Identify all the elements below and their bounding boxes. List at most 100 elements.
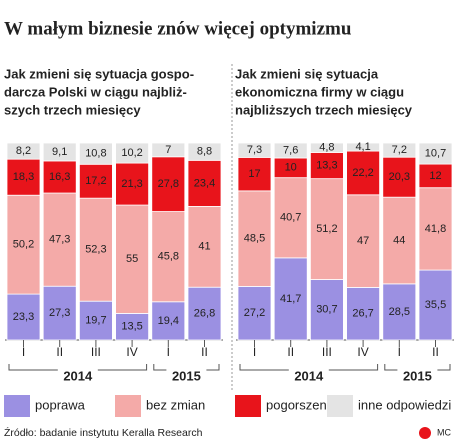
- bar-segment: [237, 286, 272, 341]
- value-label: 35,5: [425, 299, 446, 311]
- bar-segment: [273, 142, 308, 159]
- bar-segment: [187, 142, 222, 161]
- x-tick-label: II: [201, 345, 208, 359]
- value-label: 51,2: [316, 223, 337, 235]
- value-label: 44: [393, 234, 405, 246]
- value-label: 23,3: [13, 311, 34, 323]
- year-bg: [397, 365, 438, 377]
- value-label: 8,8: [197, 146, 212, 158]
- value-label: 8,2: [16, 145, 31, 157]
- value-label: 12: [429, 170, 441, 182]
- value-label: 26,7: [352, 308, 373, 320]
- bar-segment: [346, 142, 381, 152]
- value-label: 17,2: [85, 175, 106, 187]
- bar-segment: [151, 301, 186, 341]
- subtitle: Jak zmieni się sytuacja gospo-: [4, 66, 194, 81]
- value-label: 27,8: [158, 178, 179, 190]
- value-label: 41: [198, 241, 210, 253]
- bar-segment: [115, 162, 149, 206]
- x-tick-label: I: [167, 345, 170, 359]
- value-label: 13,5: [121, 321, 142, 333]
- bar-segment: [309, 142, 344, 153]
- value-label: 26,8: [194, 308, 215, 320]
- x-tick-label: III: [322, 345, 332, 359]
- value-label: 47: [357, 235, 369, 247]
- bar-segment: [115, 313, 149, 341]
- bar-segment: [115, 204, 149, 314]
- value-label: 17: [248, 168, 260, 180]
- bar-segment: [346, 287, 381, 341]
- year-label: 2015: [172, 368, 201, 383]
- bar-segment: [309, 178, 344, 280]
- year-label: 2014: [63, 368, 93, 383]
- value-label: 41,8: [425, 223, 446, 235]
- legend-swatch: [4, 395, 30, 417]
- legend-label: bez zmian: [146, 397, 205, 412]
- x-tick-label: I: [253, 345, 256, 359]
- subtitle: Jak zmieni się sytuacja: [235, 66, 379, 81]
- value-label: 55: [126, 253, 138, 265]
- value-label: 28,5: [389, 306, 410, 318]
- value-label: 13,3: [316, 159, 337, 171]
- logo-icon: [419, 427, 431, 439]
- legend-label: pogorszenie: [266, 397, 337, 412]
- source: Źródło: badanie instytutu Keralla Resear…: [4, 426, 203, 439]
- bar-segment: [309, 279, 344, 341]
- x-tick-label: II: [56, 345, 63, 359]
- bar-segment: [187, 286, 222, 341]
- subtitle: darcza Polski w ciągu najbliż-: [4, 84, 187, 99]
- value-label: 47,3: [49, 234, 70, 246]
- value-label: 7,2: [392, 144, 407, 156]
- x-tick-label: I: [22, 345, 25, 359]
- value-label: 16,3: [49, 171, 70, 183]
- bar-segment: [237, 142, 272, 158]
- value-label: 7,3: [247, 144, 262, 156]
- bar-segment: [79, 300, 113, 341]
- bar-segment: [42, 160, 77, 194]
- value-label: 52,3: [85, 244, 106, 256]
- bar-segment: [6, 142, 41, 160]
- value-label: 9,1: [52, 146, 67, 158]
- bar-segment: [6, 293, 41, 341]
- x-tick-label: IV: [357, 345, 368, 359]
- bar-segment: [6, 158, 41, 196]
- logo: MC: [437, 427, 451, 437]
- year-label: 2014: [294, 368, 324, 383]
- year-bg: [57, 365, 98, 377]
- value-label: 45,8: [158, 251, 179, 263]
- legend-label: poprawa: [35, 397, 86, 412]
- value-label: 4,8: [319, 142, 334, 154]
- value-label: 19,7: [85, 315, 106, 327]
- bar-segment: [237, 190, 272, 287]
- bar-segment: [42, 142, 77, 162]
- bar-segment: [346, 194, 381, 288]
- value-label: 10,8: [85, 148, 106, 160]
- legend-swatch: [327, 395, 353, 417]
- value-label: 7,6: [283, 144, 298, 156]
- title: W małym biznesie znów więcej optymizmu: [4, 18, 352, 39]
- bar-segment: [115, 142, 149, 164]
- x-tick-label: IV: [126, 345, 137, 359]
- value-label: 48,5: [244, 233, 265, 245]
- bar-segment: [309, 152, 344, 180]
- year-bg: [288, 365, 329, 377]
- value-label: 10,7: [425, 147, 446, 159]
- x-tick-label: II: [287, 345, 294, 359]
- bar-segment: [418, 142, 453, 165]
- legend-label: inne odpowiedzi: [358, 397, 451, 412]
- bar-segment: [418, 187, 453, 271]
- value-label: 18,3: [13, 171, 34, 183]
- bar-segment: [79, 163, 113, 199]
- value-label: 50,2: [13, 239, 34, 251]
- x-tick-label: III: [91, 345, 101, 359]
- value-label: 22,2: [352, 167, 373, 179]
- year-label: 2015: [403, 368, 432, 383]
- value-label: 19,4: [158, 315, 179, 327]
- subtitle: szych trzech miesięcy: [4, 102, 141, 117]
- bar-segment: [151, 142, 186, 158]
- legend-swatch: [235, 395, 261, 417]
- value-label: 20,3: [389, 171, 410, 183]
- value-label: 23,4: [194, 177, 215, 189]
- bar-segment: [273, 257, 308, 341]
